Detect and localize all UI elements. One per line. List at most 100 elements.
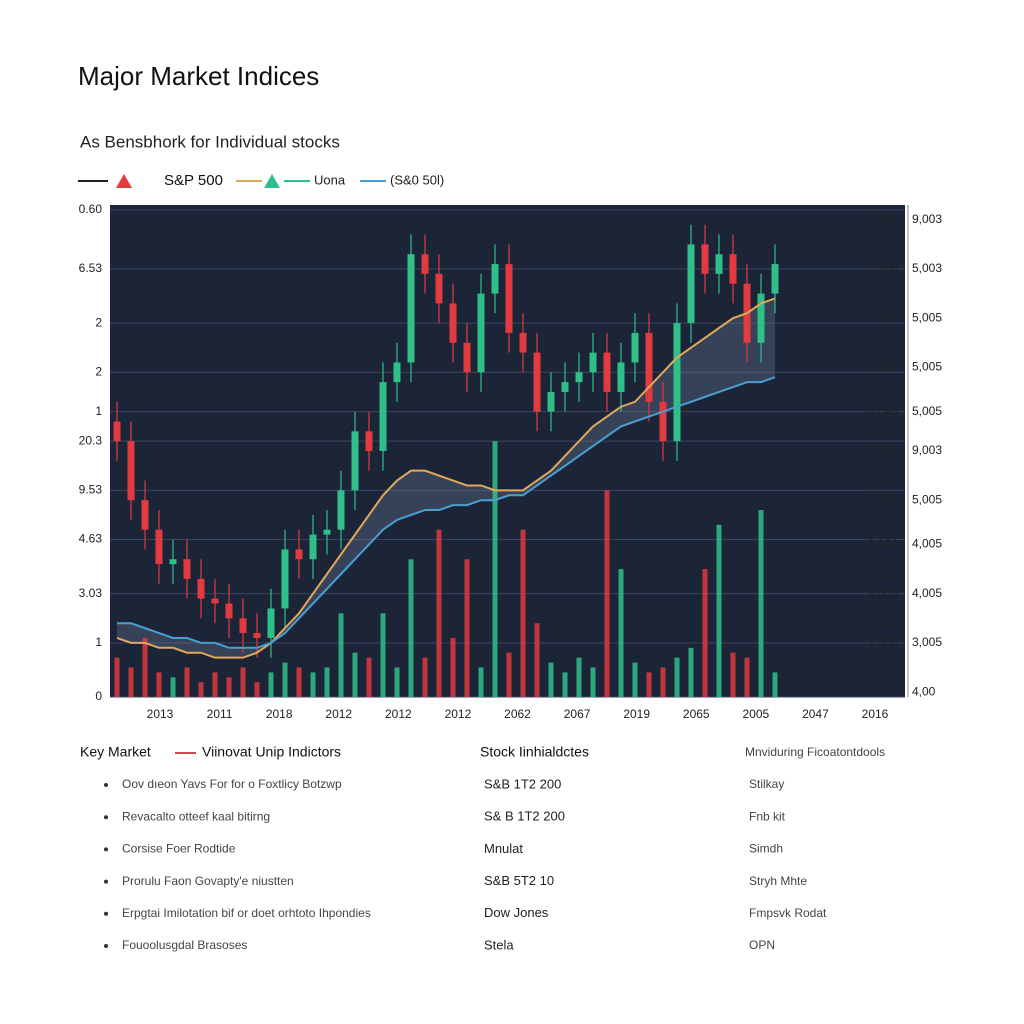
volume-bar bbox=[212, 672, 218, 697]
table-header: Key Market bbox=[80, 744, 151, 760]
volume-bar bbox=[226, 677, 232, 697]
chart-subtitle: As Bensbhork for Individual stocks bbox=[80, 132, 340, 151]
y-tick-label: 0 bbox=[95, 689, 102, 703]
y3-tick-label: 9,003 bbox=[912, 443, 942, 457]
volume-bar bbox=[450, 637, 456, 697]
x-tick-label: 2012 bbox=[445, 707, 472, 721]
table-header: Mnviduring Ficoatontdools bbox=[745, 745, 885, 759]
legend-label: (S&0 50l) bbox=[390, 172, 444, 187]
legend-marker bbox=[264, 174, 280, 188]
candle-body bbox=[505, 264, 513, 333]
volume-bar bbox=[604, 490, 610, 697]
table-cell: S&B 1T2 200 bbox=[484, 776, 561, 791]
candle-body bbox=[589, 352, 597, 373]
volume-bar bbox=[296, 667, 302, 697]
candle-body bbox=[575, 372, 583, 383]
candle-body bbox=[617, 362, 625, 392]
candle-body bbox=[197, 578, 205, 599]
y-tick-label: 2 bbox=[95, 315, 102, 329]
y-tick-label: 0.60 bbox=[79, 202, 103, 216]
table-cell: Stela bbox=[484, 937, 514, 952]
candle-body bbox=[393, 362, 401, 383]
volume-bar bbox=[576, 657, 582, 697]
x-tick-label: 2011 bbox=[207, 707, 233, 721]
volume-bar bbox=[688, 647, 694, 697]
volume-bar bbox=[590, 667, 596, 697]
table-cell: S& B 1T2 200 bbox=[484, 809, 565, 824]
candle-body bbox=[631, 332, 639, 363]
volume-bar bbox=[478, 667, 484, 697]
series-line bbox=[116, 297, 776, 659]
candle-body bbox=[687, 244, 695, 324]
candle-body bbox=[435, 273, 443, 304]
y-tick-label: 1 bbox=[95, 404, 102, 418]
candle-body bbox=[463, 342, 471, 373]
volume-bar bbox=[114, 657, 120, 697]
candle-body bbox=[407, 254, 415, 363]
volume-bar bbox=[632, 662, 638, 697]
candle-body bbox=[295, 549, 303, 560]
candle-body bbox=[323, 529, 331, 535]
table: Key Market Viinovat Unip Indictors Stock I… bbox=[80, 744, 885, 953]
x-tick-label: 2012 bbox=[385, 707, 412, 721]
volume-bar bbox=[352, 652, 358, 697]
y2-tick-label: 5 208 bbox=[868, 261, 898, 275]
y3-tick-label: 4,005 bbox=[912, 537, 942, 551]
legend: S&P 500 Uona (S&0 50l) bbox=[78, 172, 444, 189]
volume-bar bbox=[534, 623, 540, 697]
y3-tick-label: 5,005 bbox=[912, 310, 942, 324]
table-header: Viinovat Unip Indictors bbox=[202, 744, 341, 760]
volume-bar bbox=[520, 529, 526, 697]
volume-bar bbox=[772, 672, 778, 697]
y2-tick-label: 6 098 bbox=[868, 404, 898, 418]
volume-bar bbox=[548, 662, 554, 697]
volume-bar bbox=[240, 667, 246, 697]
volume-bar bbox=[408, 559, 414, 697]
x-tick-label: 2067 bbox=[564, 707, 591, 721]
candle-body bbox=[211, 598, 219, 604]
candle-body bbox=[729, 254, 737, 284]
legend-label: Uona bbox=[314, 172, 346, 187]
plot bbox=[110, 209, 905, 698]
candle-body bbox=[771, 264, 779, 294]
candle-body bbox=[337, 490, 345, 530]
y3-tick-label: 5,005 bbox=[912, 492, 942, 506]
candle-body bbox=[183, 559, 191, 579]
y3-tick-label: 9,003 bbox=[912, 212, 942, 226]
table-cell: OPN bbox=[749, 938, 775, 952]
volume-bar bbox=[282, 662, 288, 697]
table-header: Stock Iinhialdctes bbox=[480, 744, 589, 760]
legend-label: S&P 500 bbox=[164, 172, 223, 189]
volume-bar bbox=[324, 667, 330, 697]
candle-body bbox=[309, 534, 317, 560]
table-cell: Prorulu Faon Govapty'e niustten bbox=[122, 874, 294, 888]
candle-body bbox=[225, 603, 233, 619]
volume-bar bbox=[198, 682, 204, 697]
volume-bar bbox=[716, 524, 722, 697]
table-cell: Corsise Foer Rodtide bbox=[122, 842, 236, 856]
candle-body bbox=[449, 303, 457, 343]
candle-body bbox=[673, 323, 681, 442]
bullet bbox=[104, 847, 108, 852]
candle-body bbox=[365, 431, 373, 451]
candle-body bbox=[239, 618, 247, 634]
volume-bar bbox=[156, 672, 162, 697]
candle-body bbox=[645, 332, 653, 402]
volume-bar bbox=[702, 569, 708, 697]
y-tick-label: 20.3 bbox=[79, 433, 103, 447]
table-cell: Erpgtai Imilotation bif or doet orhtoto … bbox=[122, 906, 371, 920]
volume-bar bbox=[394, 667, 400, 697]
volume-bar bbox=[562, 672, 568, 697]
y2-tick-label: 7 008 bbox=[868, 492, 898, 506]
y-tick-label: 1 bbox=[95, 635, 102, 649]
volume-bar bbox=[506, 652, 512, 697]
y2-tick-label: 1 008 bbox=[868, 635, 898, 649]
y2-tick-label: 4 008 bbox=[868, 443, 898, 457]
candle-body bbox=[281, 549, 289, 609]
y3-tick-label: 4,005 bbox=[912, 586, 942, 600]
table-cell: Stilkay bbox=[749, 777, 784, 791]
x-tick-label: 2062 bbox=[504, 707, 531, 721]
candle-body bbox=[379, 382, 387, 451]
